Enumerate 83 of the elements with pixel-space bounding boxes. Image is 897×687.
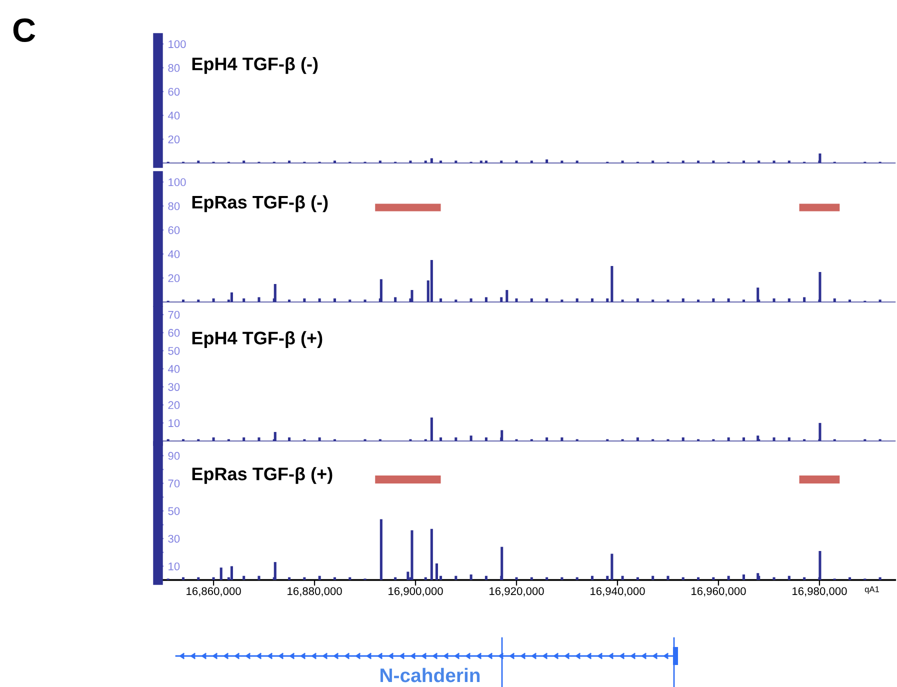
y-tick-label: 40 [168,112,180,120]
text: EpRas TGF-β (+) [192,467,332,484]
bar [484,576,488,580]
bar [410,530,414,580]
y-tick-label: 100 [168,178,186,186]
y-tick-label: 60 [168,88,180,96]
bar [636,577,639,580]
bar [515,577,518,580]
bar [348,577,352,580]
y-tick-label: 20 [168,401,180,410]
x-tick-label: 16,980,000 [792,587,847,596]
bar [712,577,715,580]
bar [666,576,670,580]
x-tick-label: 16,960,000 [692,587,746,596]
text: N-cahderin [380,668,480,682]
x-tick-label: 16,920,000 [490,587,544,596]
y-tick-label: 30 [168,383,180,391]
y-tick-label: 100 [168,40,186,48]
bar [610,554,614,580]
y-tick-label: 40 [168,365,180,373]
bar [772,577,776,580]
y-tick-label: 40 [168,250,180,258]
bar [697,577,700,580]
bar [288,577,291,580]
x-tick-label: 16,880,000 [288,587,342,596]
bar [818,550,822,580]
y-tick-label: 60 [168,226,180,234]
bar [220,568,222,580]
y-tick-label: 90 [168,452,180,460]
bar [727,576,730,580]
y-tick-label: 70 [168,310,180,319]
bar [742,574,745,580]
bar [435,563,438,580]
bar [803,577,806,580]
y-tick-label: 10 [168,419,180,428]
bar [560,577,564,580]
text: EpH4 TGF-β (+) [192,331,322,348]
bar [758,576,760,580]
bar [303,577,306,580]
bar [878,577,882,580]
bar [470,574,472,580]
bar [274,562,276,580]
bar [182,577,185,580]
y-tick-label: 20 [168,135,180,144]
text: C [13,18,36,42]
bar [590,576,594,580]
x-tick-label: 16,940,000 [590,587,645,596]
bar [530,577,533,580]
bar [394,577,397,580]
bar [546,577,548,580]
bar [500,546,504,580]
y-tick-label: 50 [168,507,180,516]
bar [424,577,427,580]
text: EpH4 TGF-β (-) [192,57,318,74]
bar [682,577,684,580]
bar [788,576,790,580]
bar [576,577,578,580]
bar [652,576,654,580]
bar [230,566,233,580]
y-tick-label: 70 [168,480,180,488]
x-tick-label: 16,900,000 [388,587,443,596]
bar [848,577,852,580]
bar [197,577,200,580]
bar [333,577,336,580]
bar [258,576,260,580]
bar [318,576,321,580]
y-tick-label: 80 [168,64,180,72]
x-tick-label: 16,860,000 [186,587,241,596]
bar [430,528,433,580]
bar [606,576,609,580]
bar [380,519,382,580]
text: EpRas TGF-β (-) [192,195,328,212]
y-tick-label: 60 [168,328,180,337]
y-tick-label: 10 [168,562,180,570]
bar [242,576,246,580]
bar [621,576,624,580]
y-tick-label: 20 [168,274,180,282]
text: qA1 [864,586,880,594]
y-tick-label: 30 [168,534,180,543]
y-tick-label: 50 [168,346,180,355]
y-tick-label: 80 [168,202,180,210]
bar [454,576,458,580]
bar [212,577,215,580]
